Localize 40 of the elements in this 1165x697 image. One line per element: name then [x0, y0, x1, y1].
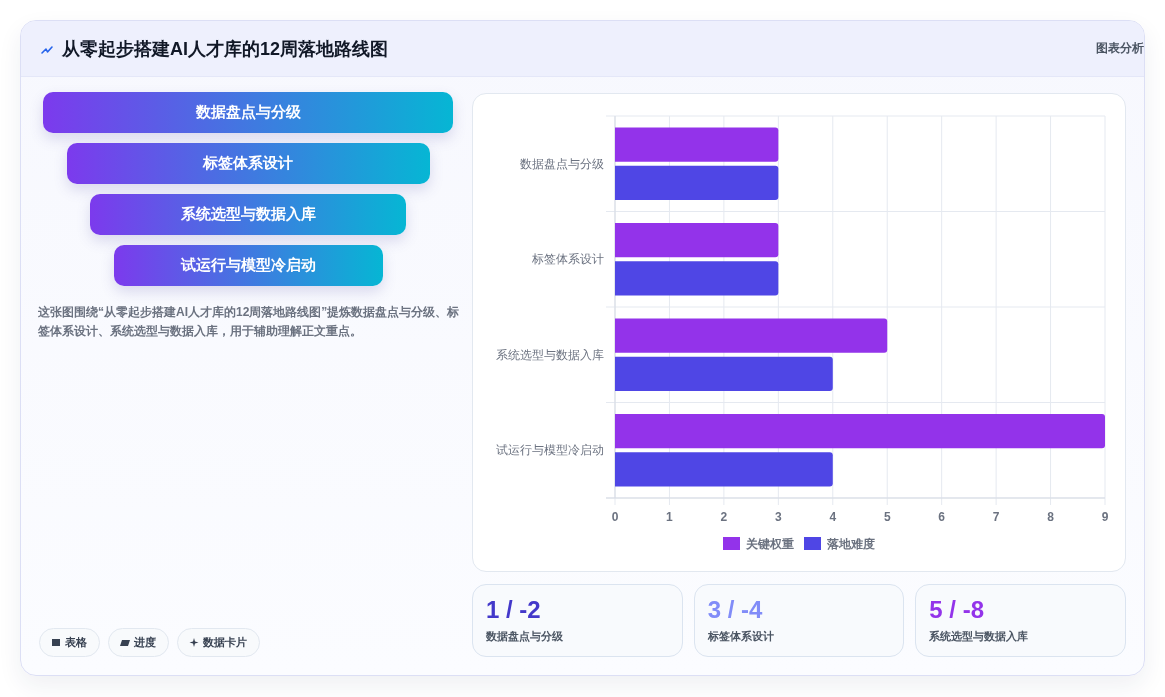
x-tick-label: 1 [666, 510, 674, 524]
text: 数据卡片 [203, 635, 247, 650]
category-label: 标签体系设计 [203, 154, 293, 173]
y-tick-label: 标签体系设计 [531, 252, 604, 267]
category-label: 数据盘点与分级 [195, 103, 301, 122]
y-tick-label: 数据盘点与分级 [520, 156, 604, 171]
category-label: 数据盘点与分级 [486, 629, 563, 644]
x-tick-label: 4 [829, 510, 837, 524]
text: 3 / -4 [707, 595, 763, 625]
y-tick-label: 试运行与模型冷启动 [496, 443, 604, 458]
x-tick-label: 8 [1047, 510, 1055, 524]
text: 5 / -8 [929, 595, 985, 625]
text: 这张图围绕“从零起步搭建AI人才库的12周落地路线图”提炼数据盘点与分级、标签体系设计、系统选型与数据入库，用于辅助理解正文重点。 [38, 304, 461, 340]
bar [615, 356, 833, 392]
bar [615, 452, 833, 487]
y-tick-label: 系统选型与数据入库 [496, 347, 604, 362]
bar [615, 318, 888, 353]
bar [615, 127, 779, 162]
x-tick-label: 5 [883, 510, 891, 524]
bar [615, 413, 1105, 449]
text: 图表分析 [1096, 40, 1144, 57]
legend-label: 落地难度 [826, 536, 875, 551]
legend-label: 关键权重 [745, 536, 794, 551]
x-tick-label: 2 [720, 510, 728, 524]
bar [615, 165, 779, 201]
text: 从零起步搭建AI人才库的12周落地路线图 [62, 38, 389, 61]
x-tick-label: 3 [774, 510, 782, 524]
category-label: 标签体系设计 [707, 629, 774, 644]
x-tick-label: 7 [992, 510, 1000, 524]
text: 表格 [65, 635, 87, 650]
category-label: 试运行与模型冷启动 [180, 256, 316, 275]
category-label: 系统选型与数据入库 [929, 629, 1029, 644]
category-label: 系统选型与数据入库 [180, 205, 316, 224]
bar [615, 222, 779, 258]
text: 进度 [134, 635, 156, 650]
text: 1 / -2 [486, 595, 541, 625]
x-tick-label: 0 [611, 510, 619, 524]
x-tick-label: 6 [938, 510, 946, 524]
bar [615, 261, 779, 296]
x-tick-label: 9 [1101, 510, 1109, 524]
